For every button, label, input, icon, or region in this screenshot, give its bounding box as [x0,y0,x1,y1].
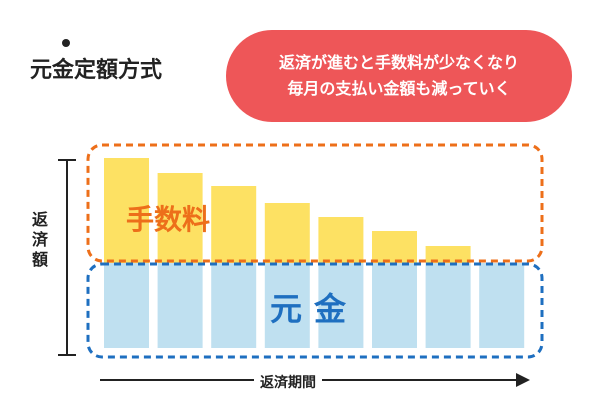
principal-bar-6 [372,263,417,348]
y-axis-label: 返済額 [31,210,48,269]
title-text: 元金定額方式 [30,58,163,83]
fee-bar-6 [372,231,417,263]
fee-region-box [86,143,544,263]
principal-bar-7 [425,263,471,348]
principal-bar-1 [104,263,149,348]
fee-bar-1 [104,158,149,263]
principal-bar-2 [157,263,203,348]
page-title: 元金定額方式 [30,39,163,84]
fee-bar-4 [264,203,310,263]
bubble-line-2: 毎月の支払い金額も減っていく [287,79,511,98]
fee-label: 手数料 [126,203,211,236]
x-axis-arrowhead [516,373,530,387]
bubble-line-1: 返済が進むと手数料が少なくなり [278,53,519,72]
principal-label: 元金 [270,290,359,328]
principal-bar-8 [479,263,525,348]
fee-bar-5 [318,217,364,263]
fee-bar-2 [157,173,203,263]
fee-bar-7 [425,246,471,263]
principal-bar-3 [211,263,257,348]
x-axis-label: 返済期間 [254,372,322,392]
speech-bubble: 返済が進むと手数料が少なくなり 毎月の支払い金額も減っていく [226,30,572,122]
principal-region-box [86,262,544,359]
fee-bar-3 [211,186,257,263]
principal-bar-4 [264,263,310,348]
principal-bar-5 [318,263,364,348]
title-dot [62,39,70,47]
